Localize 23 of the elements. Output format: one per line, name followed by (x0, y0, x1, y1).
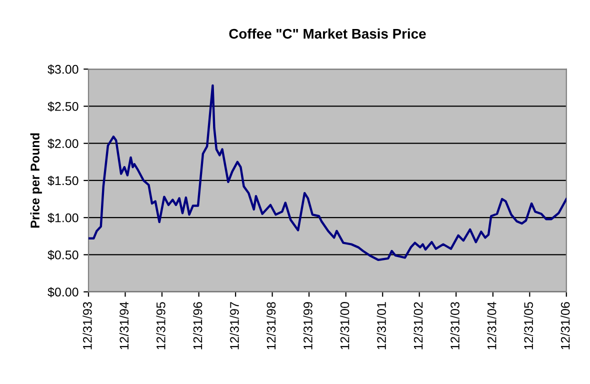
x-tick-label: 12/31/97 (230, 302, 239, 350)
x-tick-label: 12/31/99 (303, 302, 312, 350)
x-tick-label: 12/31/03 (450, 302, 460, 350)
x-tick-label: 12/31/98 (266, 302, 276, 350)
y-tick-label: $1.50 (48, 176, 78, 186)
x-tick-label: 12/31/06 (560, 302, 570, 350)
y-tick-label: $1.00 (48, 212, 78, 223)
chart-title: Coffee "C" Market Basis Price (229, 28, 426, 39)
y-tick-label: $0.50 (48, 250, 78, 260)
y-tick-label: $2.00 (48, 138, 78, 149)
y-tick-label: $0.00 (48, 287, 78, 298)
x-tick-label: 12/31/02 (414, 302, 423, 350)
x-tick-label: 12/31/96 (192, 302, 202, 350)
x-tick-label: 12/31/05 (524, 302, 534, 350)
x-tick-label: 12/31/04 (487, 302, 496, 350)
x-tick-label: 12/31/01 (376, 302, 386, 350)
x-tick-label: 12/31/94 (119, 302, 129, 350)
x-tick-label: 12/31/00 (340, 302, 350, 350)
y-tick-label: $3.00 (48, 64, 78, 75)
y-tick-label: $2.50 (48, 102, 78, 112)
x-tick-label: 12/31/95 (156, 302, 166, 350)
y-axis-title: Price per Pound (30, 133, 42, 228)
x-tick-label: 12/31/93 (82, 302, 92, 350)
